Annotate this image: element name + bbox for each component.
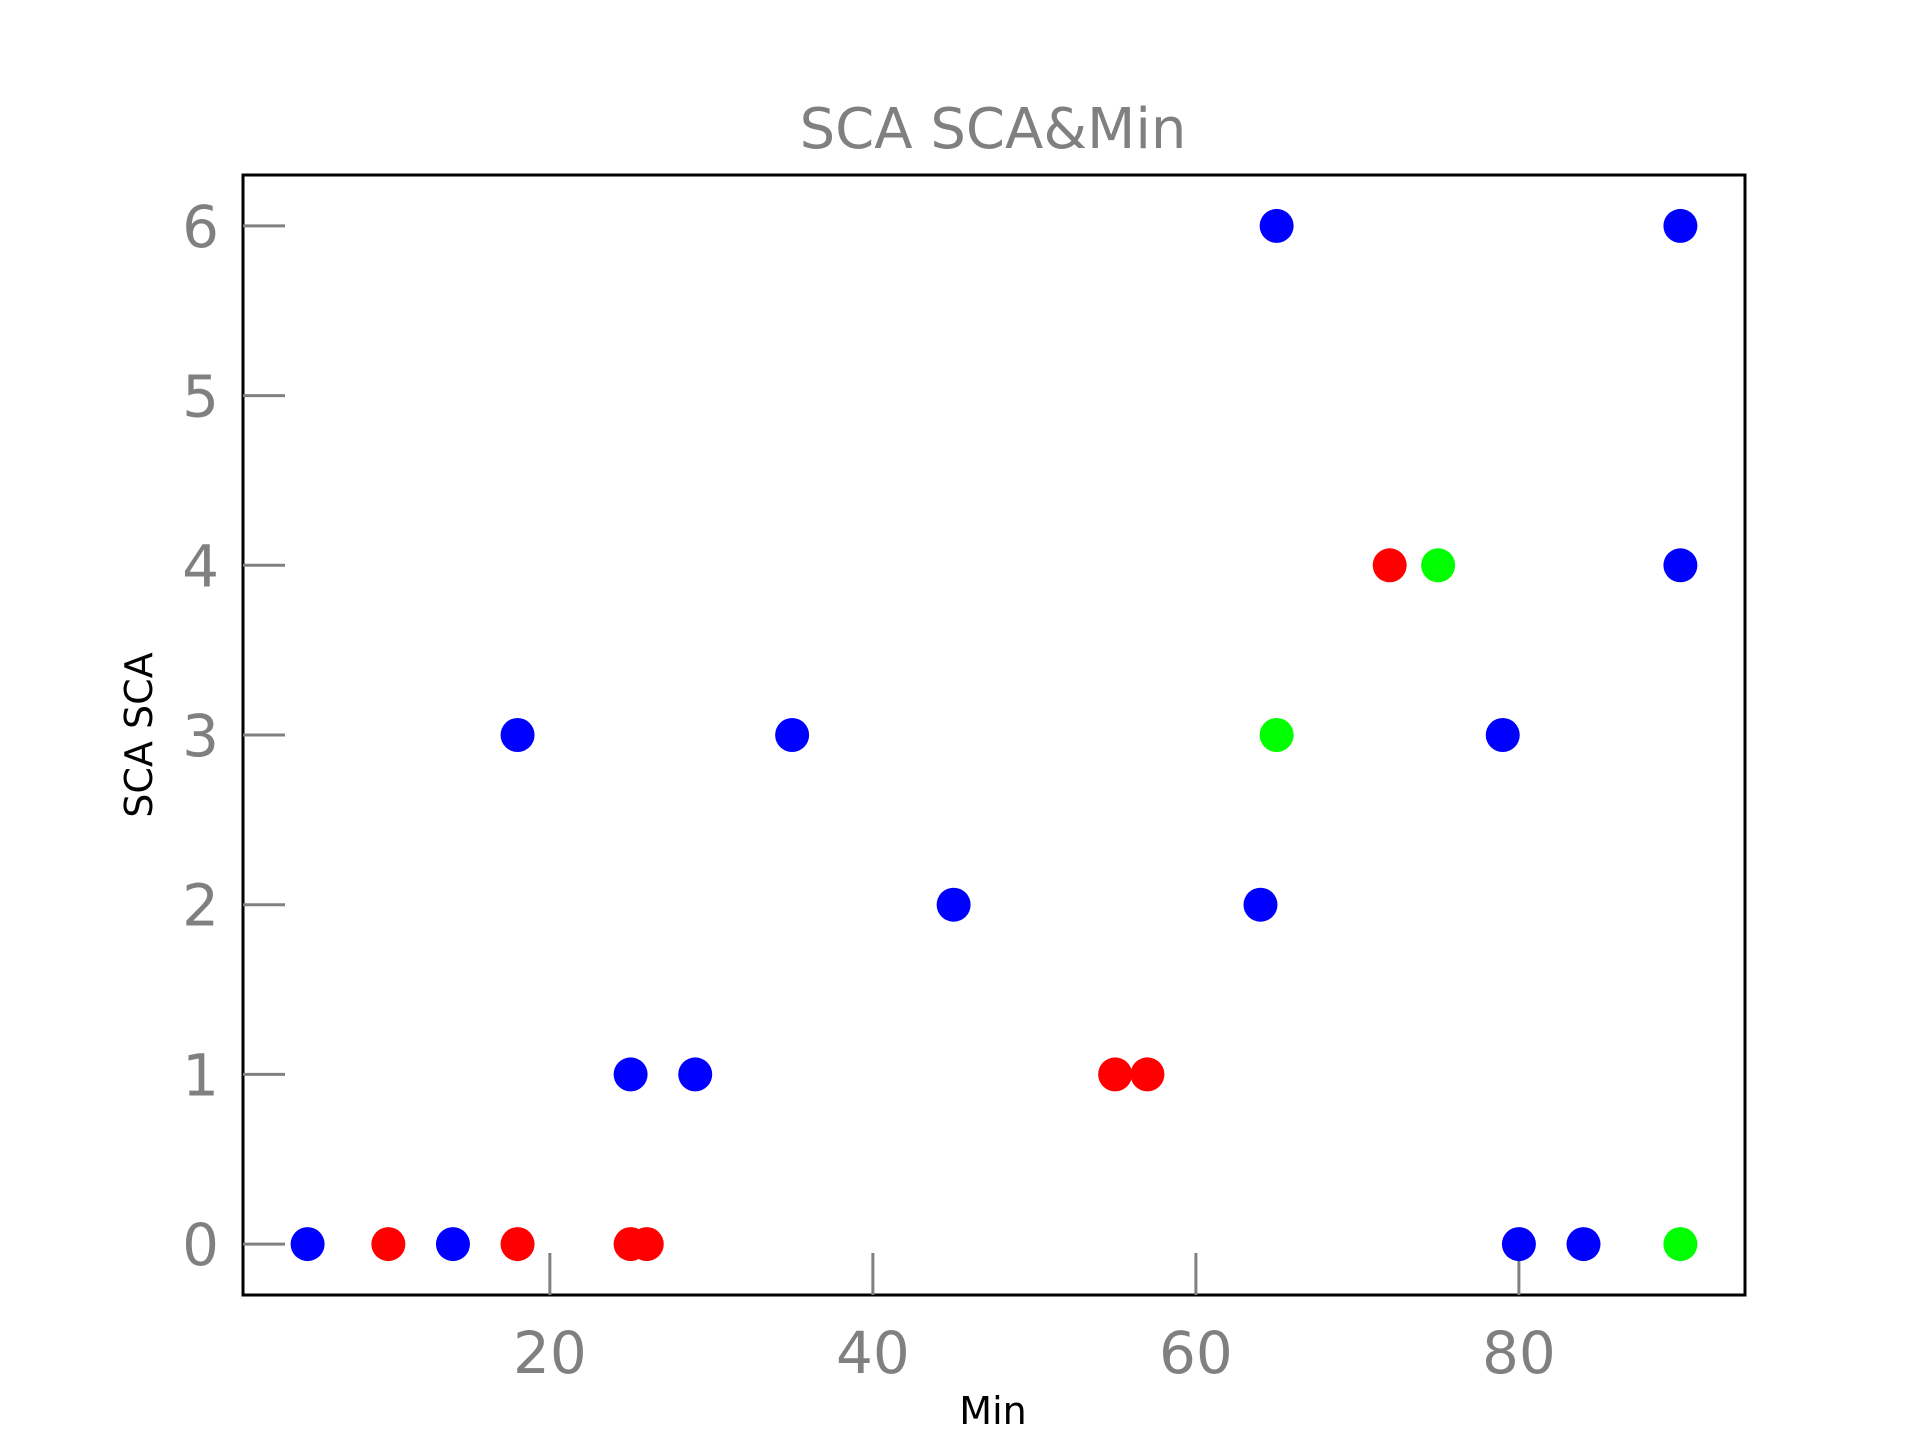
data-point (1566, 1227, 1601, 1262)
x-tick-label: 20 (513, 1319, 587, 1387)
y-tick-label: 5 (182, 363, 219, 431)
data-point (678, 1057, 713, 1092)
data-point (613, 1057, 648, 1092)
data-point (1421, 548, 1456, 583)
data-point (435, 1227, 470, 1262)
x-axis-label: Min (959, 1389, 1026, 1433)
x-tick-label: 60 (1159, 1319, 1233, 1387)
data-point (1130, 1057, 1165, 1092)
data-point (1259, 208, 1294, 243)
y-axis: 0 1 2 3 4 5 6 (182, 193, 285, 1279)
y-axis-label: SCA SCA (117, 652, 161, 817)
y-tick-label: 2 (182, 872, 219, 940)
y-tick-label: 1 (182, 1041, 219, 1109)
data-point (1485, 718, 1520, 752)
data-point (290, 1227, 325, 1262)
y-tick-label: 6 (182, 193, 219, 261)
data-point (371, 1227, 406, 1262)
y-tick-label: 0 (182, 1211, 219, 1279)
chart-title: SCA SCA&Min (800, 97, 1187, 162)
data-point (1663, 208, 1698, 243)
data-point (1663, 1227, 1698, 1262)
data-point (775, 718, 810, 752)
data-point (1259, 718, 1294, 752)
data-point (1243, 887, 1278, 922)
data-point (1372, 548, 1407, 583)
data-points (290, 208, 1698, 1262)
data-point (1098, 1057, 1133, 1092)
x-tick-label: 80 (1482, 1319, 1556, 1387)
y-tick-label: 4 (182, 532, 219, 600)
x-tick-label: 40 (836, 1319, 910, 1387)
data-point (936, 887, 971, 922)
x-axis: 20 40 60 80 (513, 1253, 1556, 1387)
data-point (629, 1227, 664, 1262)
data-point (1501, 1227, 1536, 1262)
data-point (500, 1227, 535, 1262)
y-tick-label: 3 (182, 702, 219, 770)
data-point (1663, 548, 1698, 583)
data-point (500, 718, 535, 752)
